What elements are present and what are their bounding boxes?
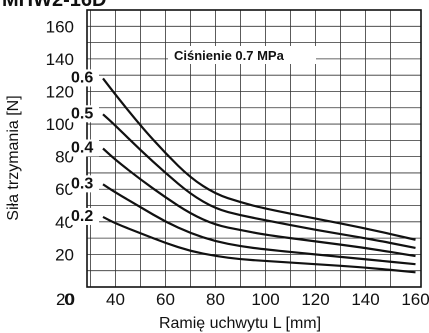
x-tick-label: 80	[206, 290, 225, 309]
series-label-background	[69, 139, 99, 157]
y-tick-label: 20	[55, 245, 74, 264]
y-tick-label: 120	[46, 82, 74, 101]
series-label: 0.2	[71, 208, 93, 225]
series-label: 0.5	[71, 105, 93, 122]
x-tick-label: 40	[106, 290, 125, 309]
x-tick-label: 0	[64, 290, 73, 309]
series-label-background	[69, 105, 99, 123]
series-line	[102, 147, 416, 258]
x-tick-label: 60	[156, 290, 175, 309]
series-line	[102, 77, 416, 241]
y-axis-label: Siła trzymania [N]	[5, 95, 22, 220]
y-tick-label: 140	[46, 50, 74, 69]
x-tick-label: 120	[301, 290, 329, 309]
series-label-background	[69, 175, 99, 193]
pressure-annotation: Ciśnienie 0.7 MPa	[174, 48, 285, 63]
series-label-background	[69, 69, 99, 87]
series-label-background	[69, 207, 99, 225]
series-label: 0.4	[71, 140, 93, 157]
annotation-background	[168, 46, 316, 64]
x-tick-label: 140	[351, 290, 379, 309]
series-line	[102, 215, 416, 274]
series-line	[102, 183, 416, 266]
y-tick-label: 100	[46, 115, 74, 134]
series-line	[102, 113, 416, 249]
y-tick-label: 160	[46, 17, 74, 36]
series-label: 0.3	[71, 175, 93, 192]
x-tick-label: 160	[401, 290, 429, 309]
chart-title: MHW2-16D	[2, 0, 106, 11]
x-tick-label: 100	[251, 290, 279, 309]
x-tick-label: 20	[56, 290, 75, 309]
series-label: 0.6	[71, 69, 93, 86]
x-axis-label: Ramię uchwytu L [mm]	[159, 315, 321, 332]
